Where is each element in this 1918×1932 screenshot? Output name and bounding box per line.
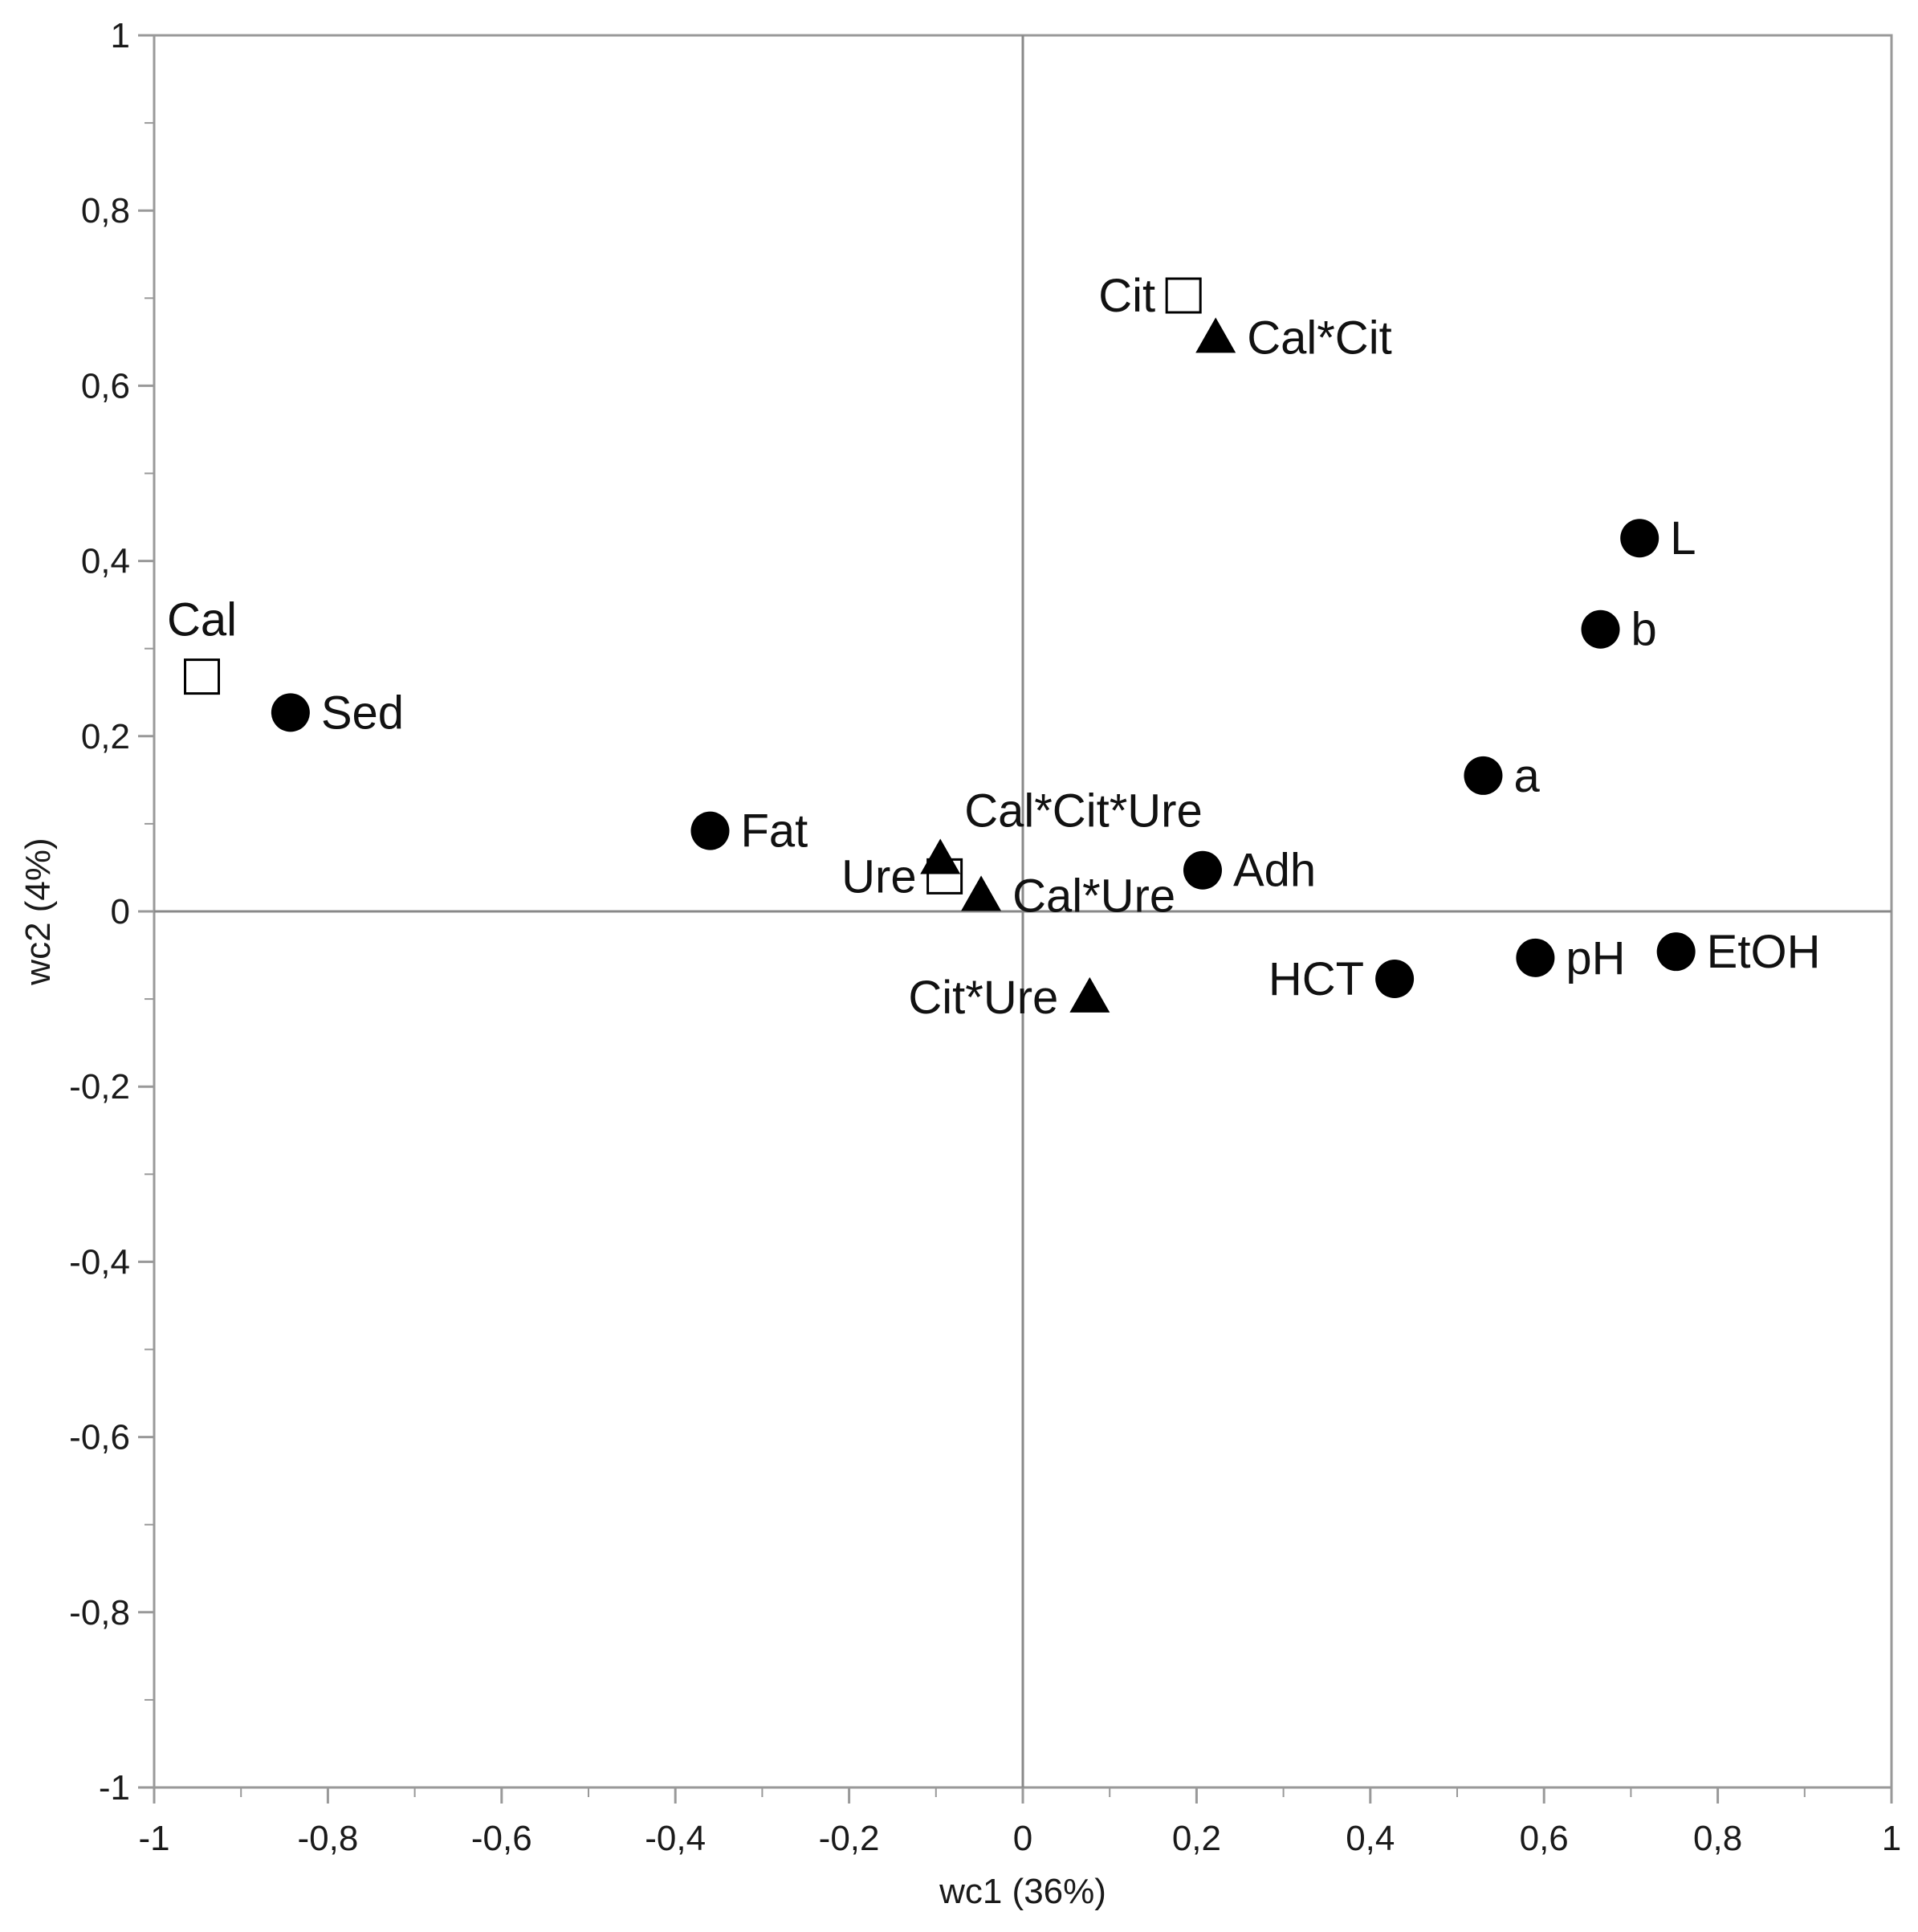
data-label-fat: Fat — [740, 805, 808, 858]
x-tick-label: 0,4 — [1346, 1819, 1395, 1858]
data-labels: Cal Cit Ure Cal*Cit Cal*Cit*Ure Cal*Ure Cit*Ur… — [167, 270, 1820, 1024]
point-sed — [271, 693, 310, 732]
data-label-etoh: EtOH — [1707, 926, 1821, 978]
y-tick-label: -0,2 — [69, 1067, 130, 1107]
y-tick-label: 0,6 — [81, 366, 130, 406]
point-l — [1620, 519, 1659, 558]
y-axis: -1 -0,8 -0,6 -0,4 -0,2 0 0,2 0,4 0,6 0,8 1 — [69, 16, 154, 1808]
point-cal-x-cit — [1195, 317, 1236, 353]
point-cal — [184, 658, 221, 695]
point-a — [1464, 756, 1503, 795]
data-label-cal-x-ure: Cal*Ure — [1012, 870, 1175, 922]
point-cal-x-cit-x-ure — [920, 838, 961, 874]
x-tick-label: 0,6 — [1520, 1819, 1569, 1858]
data-label-cal-x-cit: Cal*Cit — [1247, 312, 1392, 364]
x-tick-label: -0,4 — [645, 1819, 706, 1858]
point-hct — [1375, 960, 1415, 999]
data-points — [184, 277, 1696, 1013]
data-label-cit: Cit — [1098, 270, 1155, 322]
data-label-sed: Sed — [321, 687, 404, 739]
x-tick-label: -0,8 — [297, 1819, 358, 1858]
y-tick-label: 0,2 — [81, 717, 130, 756]
y-tick-label: -0,4 — [69, 1242, 130, 1282]
x-tick-label: -1 — [138, 1819, 169, 1858]
point-etoh — [1656, 932, 1696, 972]
y-tick-label: 0,4 — [81, 542, 130, 581]
data-label-ure: Ure — [841, 850, 916, 903]
y-tick-label: -1 — [99, 1768, 130, 1808]
data-label-l: L — [1670, 512, 1696, 565]
x-tick-label: -0,6 — [471, 1819, 532, 1858]
data-label-hct: HCT — [1268, 953, 1364, 1005]
point-adh — [1183, 850, 1222, 890]
y-tick-label: 0 — [111, 892, 130, 931]
point-cit — [1165, 277, 1202, 314]
point-cit-x-ure — [1069, 976, 1110, 1013]
data-label-adh: Adh — [1233, 845, 1316, 897]
data-label-a: a — [1513, 750, 1540, 802]
y-axis-title: wc2 (4%) — [18, 838, 58, 985]
point-cal-x-ure — [961, 875, 1002, 911]
data-label-cal-x-cit-x-ure: Cal*Cit*Ure — [964, 785, 1203, 838]
y-tick-label: -0,6 — [69, 1418, 130, 1457]
x-axis-title: wc1 (36%) — [939, 1872, 1106, 1911]
y-tick-label: 0,8 — [81, 191, 130, 230]
data-label-ph: pH — [1566, 932, 1625, 984]
data-label-cit-x-ure: Cit*Ure — [908, 972, 1058, 1024]
point-ph — [1516, 938, 1555, 977]
y-tick-label: -0,8 — [69, 1593, 130, 1632]
x-tick-label: 0,2 — [1172, 1819, 1221, 1858]
y-tick-label: 1 — [111, 16, 130, 55]
data-label-cal: Cal — [167, 594, 237, 646]
point-fat — [690, 811, 730, 850]
x-axis: -1 -0,8 -0,6 -0,4 -0,2 0 0,2 0,4 0,6 0,8 1 — [138, 1787, 1901, 1858]
data-label-b: b — [1631, 604, 1657, 656]
x-tick-label: 0,8 — [1693, 1819, 1742, 1858]
zero-lines — [154, 35, 1892, 1787]
x-tick-label: -0,2 — [819, 1819, 880, 1858]
point-b — [1581, 609, 1620, 649]
x-tick-label: 0 — [1013, 1819, 1032, 1858]
x-tick-label: 1 — [1882, 1819, 1901, 1858]
